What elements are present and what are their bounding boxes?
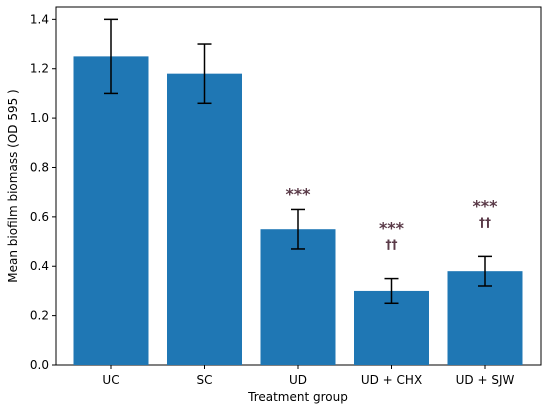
bars-group: [73, 56, 523, 366]
significance-label-2: ***: [285, 184, 311, 203]
y-tick-label-0: 0.0: [30, 358, 49, 372]
y-tick-label-1: 0.2: [30, 309, 49, 323]
significance-label-4: ***: [472, 196, 498, 215]
significance-label-3: ***: [379, 219, 405, 238]
bar-1: [167, 73, 242, 365]
bar-2: [260, 229, 336, 365]
x-tick-label-3: UD + CHX: [361, 373, 422, 387]
y-axis: 0.0 0.2 0.4 0.6 0.8 1.0 1.2 1.4: [30, 12, 56, 372]
x-axis-label: Treatment group: [247, 390, 348, 404]
error-bars-group: [104, 18, 492, 305]
y-axis-label: Mean biofilm biomass (OD 595 ): [6, 89, 20, 282]
bar-4: [447, 271, 523, 365]
x-tick-label-0: UC: [102, 373, 119, 387]
bar-0: [73, 56, 149, 366]
y-tick-label-2: 0.4: [30, 259, 49, 273]
y-tick-label-7: 1.4: [30, 12, 49, 26]
x-tick-label-2: UD: [289, 373, 307, 387]
y-tick-label-6: 1.2: [30, 62, 49, 76]
annotations-group: ******††***††: [285, 184, 498, 251]
y-tick-label-5: 1.0: [30, 111, 49, 125]
y-tick-label-4: 0.8: [30, 160, 49, 174]
x-axis: UC SC UD UD + CHX UD + SJW: [102, 365, 514, 387]
dagger-label-4: ††: [479, 215, 491, 229]
x-tick-label-4: UD + SJW: [456, 373, 515, 387]
x-tick-label-1: SC: [197, 373, 213, 387]
y-tick-label-3: 0.6: [30, 210, 49, 224]
dagger-label-3: ††: [386, 238, 398, 252]
